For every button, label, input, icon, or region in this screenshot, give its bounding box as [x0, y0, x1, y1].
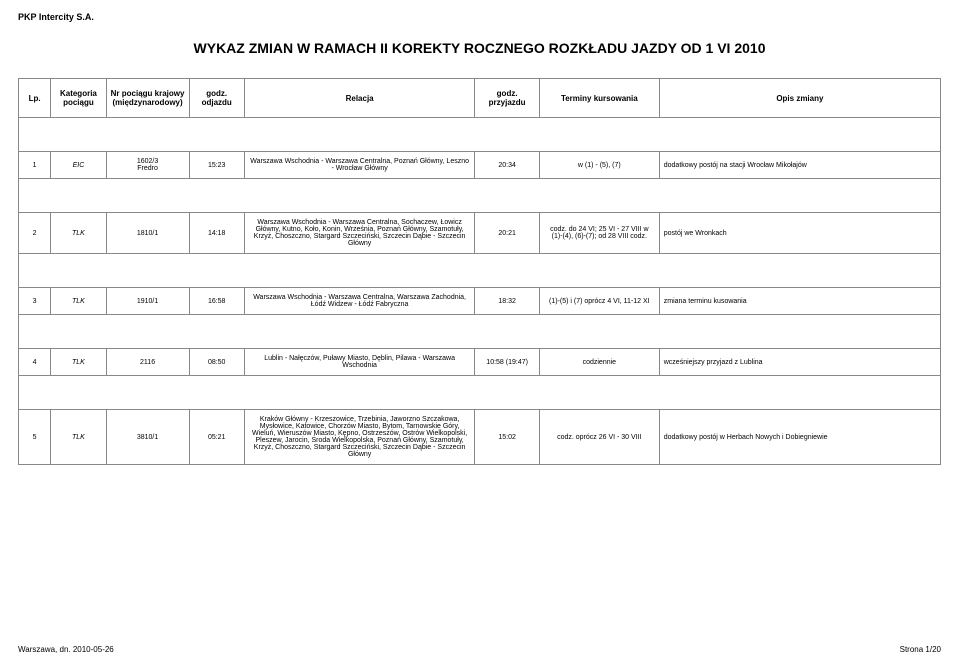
train-number: 3810/1	[111, 434, 185, 441]
cell-lp: 3	[19, 288, 51, 315]
cell-number: 1602/3Fredro	[106, 152, 189, 179]
cell-number: 1810/1	[106, 213, 189, 254]
cell-lp: 5	[19, 410, 51, 465]
spacer-row	[19, 315, 941, 349]
table-body: 1EIC1602/3Fredro15:23Warszawa Wschodnia …	[19, 118, 941, 465]
cell-description: zmiana terminu kusowania	[659, 288, 940, 315]
spacer-row	[19, 118, 941, 152]
cell-terms: codziennie	[539, 349, 659, 376]
train-number: 2116	[111, 359, 185, 366]
table-row: 1EIC1602/3Fredro15:23Warszawa Wschodnia …	[19, 152, 941, 179]
cell-number: 2116	[106, 349, 189, 376]
table-row: 5TLK 3810/1 05:21Kraków Główny - Krzeszowi…	[19, 410, 941, 465]
cell-category: EIC	[51, 152, 106, 179]
cell-terms: codz. oprócz 26 VI - 30 VIII	[539, 410, 659, 465]
cell-number: 3810/1	[106, 410, 189, 465]
cell-lp: 1	[19, 152, 51, 179]
cell-departure: 05:21	[189, 410, 244, 465]
col-arrival: godz. przyjazdu	[475, 79, 540, 118]
cell-category: TLK	[51, 213, 106, 254]
cell-relation: Warszawa Wschodnia - Warszawa Centralna,…	[244, 152, 475, 179]
cell-arrival: 20:21	[475, 213, 540, 254]
col-departure: godz. odjazdu	[189, 79, 244, 118]
cell-relation: Warszawa Wschodnia - Warszawa Centralna,…	[244, 288, 475, 315]
cell-description: postój we Wronkach	[659, 213, 940, 254]
col-terms: Terminy kursowania	[539, 79, 659, 118]
cell-departure: 14:18	[189, 213, 244, 254]
col-description: Opis zmiany	[659, 79, 940, 118]
cell-description: wcześniejszy przyjazd z Lublina	[659, 349, 940, 376]
col-number: Nr pociągu krajowy (międzynarodowy)	[106, 79, 189, 118]
footer-date: Warszawa, dn. 2010-05-26	[18, 645, 114, 654]
col-category: Kategoria pociągu	[51, 79, 106, 118]
train-number: 1602/3	[111, 158, 185, 165]
page-title: WYKAZ ZMIAN W RAMACH II KOREKTY ROCZNEGO…	[18, 40, 941, 56]
cell-terms: (1)-(5) i (7) oprócz 4 VI, 11-12 XI	[539, 288, 659, 315]
cell-category: TLK	[51, 349, 106, 376]
table-row: 4TLK 2116 08:50Lublin - Nałęczów, Puławy M…	[19, 349, 941, 376]
train-number: 1810/1	[111, 230, 185, 237]
cell-arrival: 18:32	[475, 288, 540, 315]
table-header-row: Lp. Kategoria pociągu Nr pociągu krajowy…	[19, 79, 941, 118]
cell-departure: 16:58	[189, 288, 244, 315]
train-number: 1910/1	[111, 298, 185, 305]
cell-lp: 2	[19, 213, 51, 254]
col-lp: Lp.	[19, 79, 51, 118]
cell-relation: Lublin - Nałęczów, Puławy Miasto, Dęblin…	[244, 349, 475, 376]
cell-arrival: 10:58 (19:47)	[475, 349, 540, 376]
cell-category: TLK	[51, 288, 106, 315]
cell-description: dodatkowy postój na stacji Wrocław Mikoł…	[659, 152, 940, 179]
cell-arrival: 15:02	[475, 410, 540, 465]
cell-relation: Kraków Główny - Krzeszowice, Trzebinia, …	[244, 410, 475, 465]
company-name: PKP Intercity S.A.	[18, 12, 941, 22]
page-footer: Warszawa, dn. 2010-05-26 Strona 1/20	[18, 645, 941, 654]
cell-relation: Warszawa Wschodnia - Warszawa Centralna,…	[244, 213, 475, 254]
cell-lp: 4	[19, 349, 51, 376]
table-row: 2TLK 1810/1 14:18Warszawa Wschodnia - Wars…	[19, 213, 941, 254]
cell-category: TLK	[51, 410, 106, 465]
col-relation: Relacja	[244, 79, 475, 118]
cell-terms: w (1) - (5), (7)	[539, 152, 659, 179]
cell-number: 1910/1	[106, 288, 189, 315]
cell-departure: 15:23	[189, 152, 244, 179]
footer-page: Strona 1/20	[900, 645, 941, 654]
cell-arrival: 20:34	[475, 152, 540, 179]
cell-description: dodatkowy postój w Herbach Nowych i Dobi…	[659, 410, 940, 465]
spacer-row	[19, 254, 941, 288]
table-row: 3TLK 1910/1 16:58Warszawa Wschodnia - Wars…	[19, 288, 941, 315]
spacer-row	[19, 179, 941, 213]
train-name: Fredro	[111, 165, 185, 172]
cell-terms: codz. do 24 VI; 25 VI - 27 VIII w (1)-(4…	[539, 213, 659, 254]
cell-departure: 08:50	[189, 349, 244, 376]
schedule-table: Lp. Kategoria pociągu Nr pociągu krajowy…	[18, 78, 941, 465]
spacer-row	[19, 376, 941, 410]
